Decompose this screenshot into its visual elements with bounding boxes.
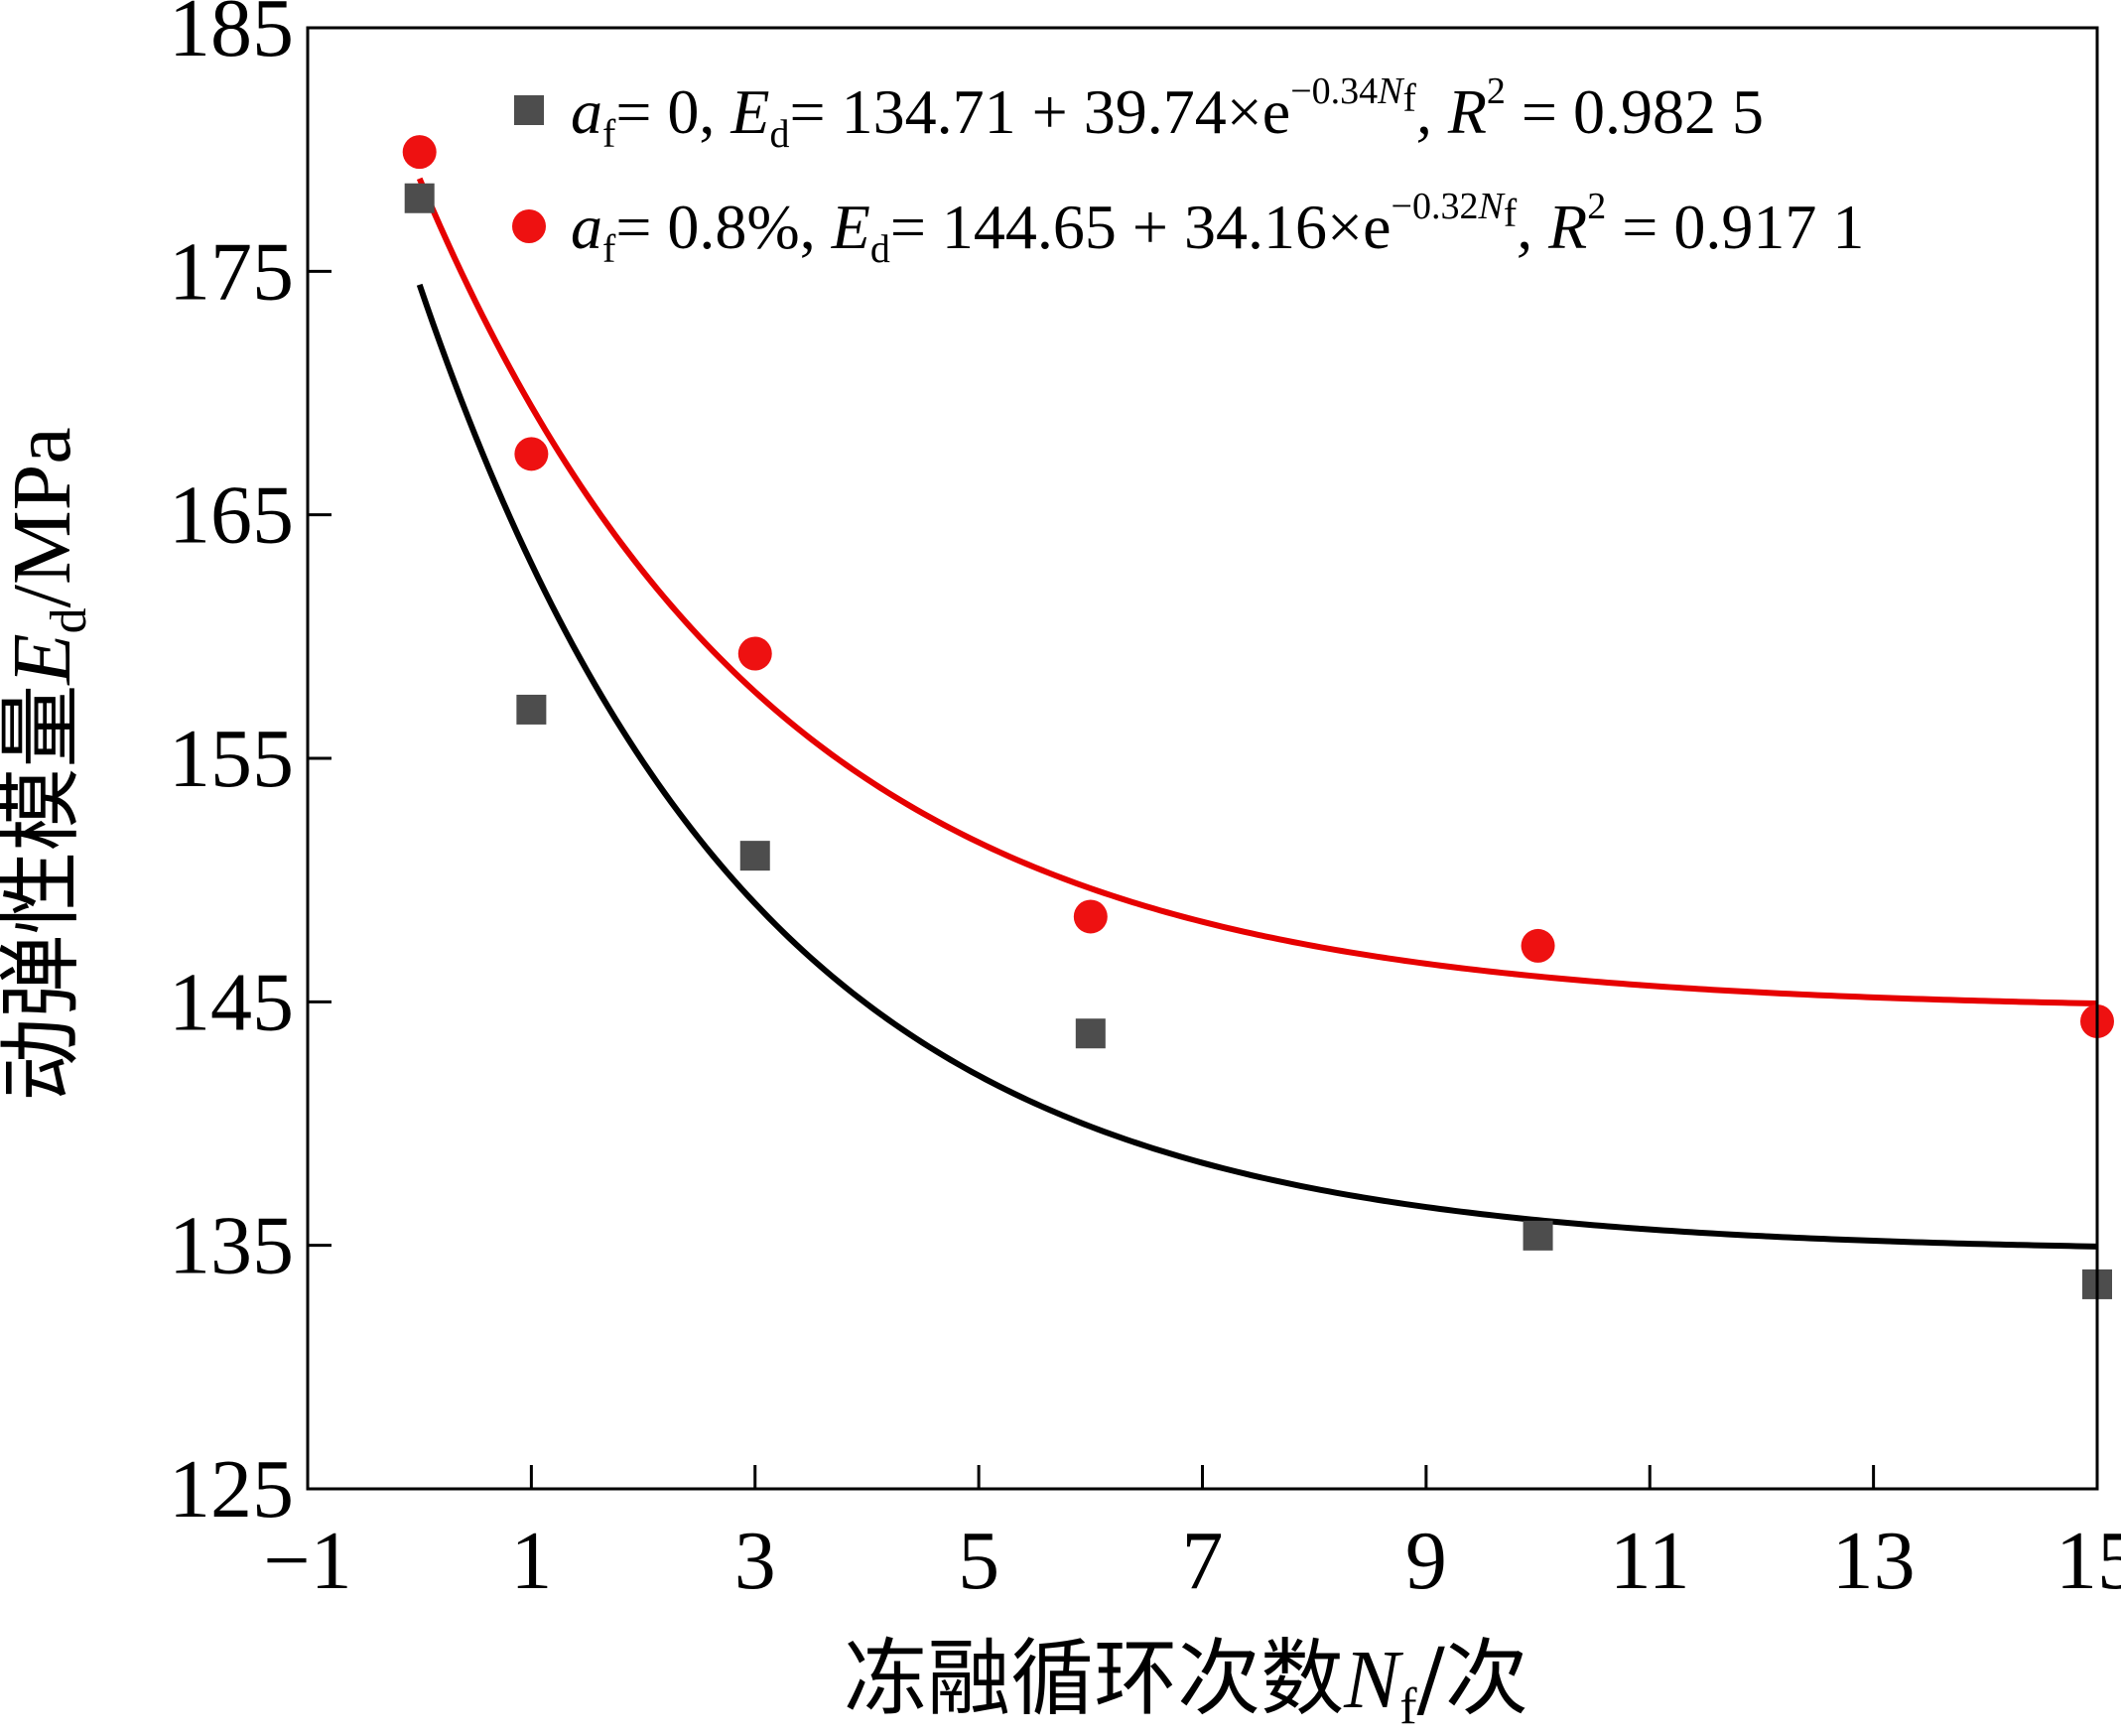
fit-curve-1	[416, 283, 2098, 1250]
legend-entry-2: af= 0.8%, Ed= 144.65 + 34.16×e−0.32Nf, R…	[571, 186, 1864, 271]
legend-marker-circle	[512, 209, 546, 243]
x-axis-title: 冻融循环次数Nf/次	[844, 1630, 1528, 1735]
fit-curves	[416, 177, 2098, 1250]
fit-curve-2	[416, 177, 2098, 1007]
x-tick-label: 7	[1182, 1515, 1224, 1607]
y-axis-title: 动弹性模量Ed/MPa	[0, 427, 97, 1101]
axis-ticks	[306, 26, 2099, 1491]
data-point-circle	[1521, 928, 1555, 963]
y-tick-label: 145	[169, 956, 294, 1048]
data-point-square	[516, 694, 547, 725]
y-tick-label: 175	[169, 225, 294, 318]
y-tick-label: 165	[169, 469, 294, 562]
data-points	[402, 135, 2114, 1299]
x-tick-label: 9	[1405, 1515, 1447, 1607]
data-point-circle	[514, 437, 549, 471]
x-tick-label: 15	[2055, 1515, 2121, 1607]
data-point-square	[739, 841, 770, 871]
data-point-square	[404, 183, 435, 213]
legend-marker-square	[514, 95, 544, 125]
x-tick-labels: −1 1 3 5 7 9 11 13 15	[263, 1515, 2121, 1607]
x-tick-label: 3	[734, 1515, 776, 1607]
x-tick-label: 5	[958, 1515, 999, 1607]
data-point-circle	[1073, 899, 1108, 934]
y-tick-label: 125	[169, 1443, 294, 1536]
data-point-circle	[737, 636, 772, 671]
y-tick-label: 185	[169, 0, 294, 74]
y-tick-label: 135	[169, 1200, 294, 1292]
x-tick-label: 1	[510, 1515, 552, 1607]
y-tick-label: 155	[169, 713, 294, 805]
legend: af= 0, Ed= 134.71 + 39.74×e−0.34Nf, R2 =…	[512, 70, 1864, 271]
x-tick-label: 13	[1832, 1515, 1916, 1607]
y-tick-labels: 125 135 145 155 165 175 185	[169, 0, 294, 1536]
data-point-circle	[402, 135, 437, 170]
plot-frame	[306, 26, 2099, 1491]
legend-entry-1: af= 0, Ed= 134.71 + 39.74×e−0.34Nf, R2 =…	[571, 70, 1764, 156]
data-point-square	[1075, 1018, 1106, 1049]
x-tick-label: 11	[1610, 1515, 1690, 1607]
data-point-square	[1523, 1220, 1553, 1251]
x-tick-label: −1	[263, 1515, 351, 1607]
